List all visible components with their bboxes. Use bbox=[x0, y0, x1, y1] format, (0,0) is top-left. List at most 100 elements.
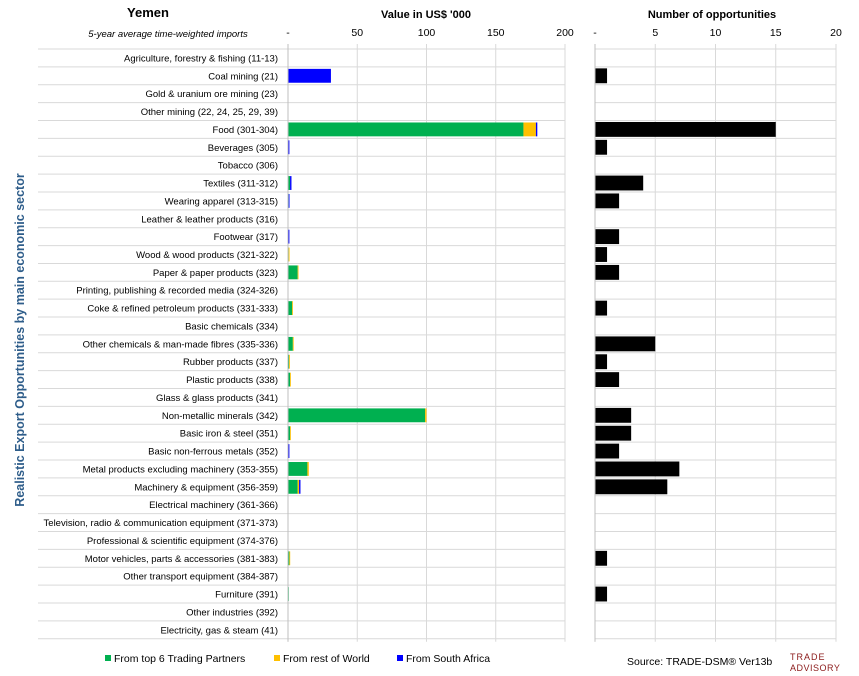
count-tick-label: 20 bbox=[830, 27, 842, 39]
opportunity-bar bbox=[595, 354, 608, 370]
source-note: Source: TRADE-DSM® Ver13b bbox=[627, 656, 772, 668]
value-bar-segment bbox=[288, 176, 291, 190]
category-label: Machinery & equipment (356-359) bbox=[134, 482, 278, 493]
opportunity-bar bbox=[595, 175, 644, 191]
category-label: Other industries (392) bbox=[186, 607, 278, 618]
category-label: Non-metallic minerals (342) bbox=[162, 411, 278, 422]
value-bar-segment bbox=[288, 444, 290, 459]
opportunity-bar bbox=[595, 407, 632, 423]
value-tick-label: 50 bbox=[351, 27, 363, 39]
value-bar-segment bbox=[288, 408, 426, 423]
category-label: Rubber products (337) bbox=[183, 357, 278, 368]
value-bar-segment bbox=[288, 140, 290, 155]
category-label: Food (301-304) bbox=[213, 125, 278, 136]
count-tick-label: 15 bbox=[770, 27, 782, 39]
value-bar-segment bbox=[307, 462, 309, 476]
legend-swatch-sa bbox=[397, 655, 403, 661]
category-label: Agriculture, forestry & fishing (11-13) bbox=[124, 53, 278, 64]
logo-advisory: ADVISORY bbox=[790, 663, 840, 673]
legend-swatch-top6 bbox=[105, 655, 111, 661]
category-label: Basic iron & steel (351) bbox=[180, 429, 278, 440]
right-axis-title: Number of opportunities bbox=[648, 9, 776, 21]
category-label: Other transport equipment (384-387) bbox=[123, 572, 278, 583]
value-bar-segment bbox=[288, 301, 293, 316]
opportunity-bar bbox=[595, 425, 632, 441]
value-bar-segment bbox=[297, 479, 300, 494]
value-tick-label: 150 bbox=[487, 27, 505, 39]
value-bar-segment bbox=[288, 372, 291, 387]
country-title: Yemen bbox=[127, 5, 169, 20]
legend-swatch-rest bbox=[274, 655, 280, 661]
category-label: Other mining (22, 24, 25, 29, 39) bbox=[141, 107, 278, 118]
category-label: Paper & paper products (323) bbox=[153, 268, 278, 279]
count-tick-label: - bbox=[593, 27, 597, 39]
value-bar-segment bbox=[288, 336, 293, 351]
value-bar-segment bbox=[288, 479, 298, 494]
opportunity-bar bbox=[595, 443, 620, 459]
category-label: Television, radio & communication equipm… bbox=[44, 518, 278, 529]
y-axis-title: Realistic Export Opportunities by main e… bbox=[13, 173, 27, 507]
value-tick-label: - bbox=[286, 27, 290, 39]
opportunity-bar bbox=[595, 336, 656, 352]
category-label: Electrical machinery (361-366) bbox=[149, 500, 278, 511]
value-bar-segment bbox=[523, 122, 536, 137]
value-bar-segment bbox=[288, 354, 290, 369]
value-bar-segment bbox=[288, 68, 331, 83]
opportunity-bar bbox=[595, 461, 680, 477]
category-label: Glass & glass products (341) bbox=[156, 393, 278, 404]
category-label: Plastic products (338) bbox=[186, 375, 278, 386]
category-label: Basic non-ferrous metals (352) bbox=[148, 447, 278, 458]
subtitle: 5-year average time-weighted imports bbox=[88, 29, 248, 40]
opportunity-bar bbox=[595, 372, 620, 388]
category-label: Metal products excluding machinery (353-… bbox=[83, 464, 278, 475]
value-bar-segment bbox=[299, 479, 301, 494]
category-label: Footwear (317) bbox=[214, 232, 278, 243]
opportunity-bar bbox=[595, 264, 620, 280]
count-tick-label: 5 bbox=[652, 27, 658, 39]
legend-label-top6: From top 6 Trading Partners bbox=[114, 653, 245, 665]
opportunity-bar bbox=[595, 121, 776, 137]
value-bar-segment bbox=[289, 551, 291, 566]
value-bar-segment bbox=[288, 229, 290, 244]
value-bar-segment bbox=[425, 408, 427, 423]
logo-trade: TRADE bbox=[790, 652, 826, 662]
legend-label-rest: From rest of World bbox=[283, 653, 370, 665]
value-bar-segment bbox=[288, 462, 308, 476]
opportunity-bar bbox=[595, 247, 608, 262]
value-bar-segment bbox=[290, 372, 291, 387]
value-tick-label: 100 bbox=[418, 27, 436, 39]
value-bar-segment bbox=[288, 265, 298, 280]
legend: From top 6 Trading Partners From rest of… bbox=[105, 653, 490, 665]
category-label: Motor vehicles, parts & accessories (381… bbox=[85, 554, 278, 565]
value-bar-segment bbox=[289, 354, 290, 369]
category-label: Professional & scientific equipment (374… bbox=[87, 536, 278, 547]
opportunity-bar bbox=[595, 68, 608, 84]
left-axis-title: Value in US$ '000 bbox=[381, 9, 471, 21]
value-bar-segment bbox=[297, 265, 299, 280]
opportunity-bar bbox=[595, 229, 620, 245]
value-plot: - 50 100 150 200 bbox=[38, 27, 574, 642]
category-label: Gold & uranium ore mining (23) bbox=[145, 89, 278, 100]
opportunity-bar bbox=[595, 550, 608, 566]
value-bar-segment bbox=[288, 122, 524, 137]
opportunity-bar bbox=[595, 139, 608, 155]
category-label: Leather & leather products (316) bbox=[141, 214, 278, 225]
value-tick-label: 200 bbox=[556, 27, 574, 39]
value-bar-segment bbox=[535, 122, 538, 137]
category-label: Basic chemicals (334) bbox=[185, 321, 278, 332]
category-label: Electricity, gas & steam (41) bbox=[160, 625, 278, 636]
category-label: Printing, publishing & recorded media (3… bbox=[76, 286, 278, 297]
opportunity-bar bbox=[595, 300, 608, 316]
legend-label-sa: From South Africa bbox=[406, 653, 490, 665]
value-bar-segment bbox=[290, 176, 292, 190]
category-label: Beverages (305) bbox=[208, 143, 278, 154]
value-bar-segment bbox=[288, 551, 290, 566]
opportunity-bar bbox=[595, 586, 608, 602]
opportunities-plot: - 5 10 15 20 bbox=[593, 27, 842, 642]
count-tick-label: 10 bbox=[710, 27, 722, 39]
category-label: Wearing apparel (313-315) bbox=[165, 196, 278, 207]
value-bar-segment bbox=[292, 301, 293, 316]
value-bar-segment bbox=[288, 426, 291, 441]
category-label: Coke & refined petroleum products (331-3… bbox=[87, 304, 278, 315]
